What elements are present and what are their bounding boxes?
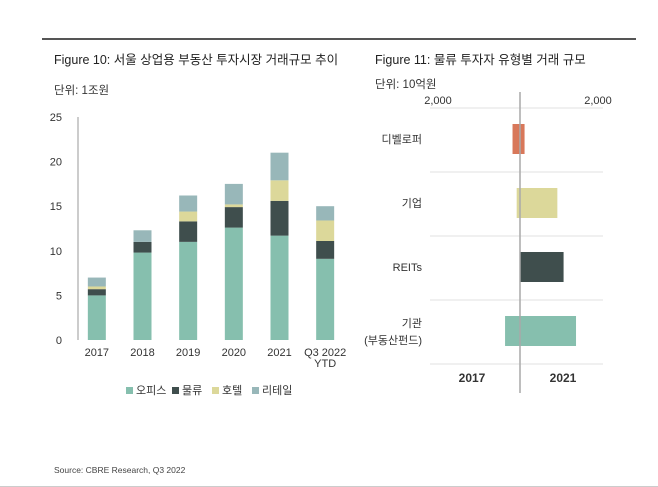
bar-segment <box>270 200 289 236</box>
legend-label: 오피스 <box>136 384 166 397</box>
bar-2021 <box>520 252 564 282</box>
bar-segment <box>224 227 243 340</box>
bar-segment <box>133 241 152 253</box>
bar-2021 <box>520 316 577 346</box>
bar-segment <box>179 241 198 340</box>
legend-label: 물류 <box>182 384 202 397</box>
bar-segment <box>316 206 335 221</box>
top-rule <box>42 38 636 40</box>
bar-segment <box>179 195 198 212</box>
column-label-2017: 2017 <box>459 371 486 385</box>
x-tick-label: YTD <box>314 358 336 370</box>
legend-swatch <box>212 387 219 394</box>
bar-segment <box>179 221 198 242</box>
bar-segment <box>270 152 289 181</box>
bar-2017 <box>512 124 520 154</box>
bar-segment <box>87 277 106 287</box>
y-tick-label: 10 <box>50 246 62 258</box>
right-chart-title: Figure 11: 물류 투자자 유형별 거래 규모 <box>375 53 586 67</box>
category-label: REITs <box>393 262 423 274</box>
category-label: 기업 <box>402 197 422 210</box>
x-tick-label: 2018 <box>130 347 154 359</box>
bar-segment <box>87 289 106 296</box>
column-label-2021: 2021 <box>550 371 577 385</box>
bar-segment <box>270 235 289 340</box>
stacked-bar-chart: 0 5 10 15 20 25 2017 2018 2019 2020 2021 Q3 2022YTD… <box>50 112 347 397</box>
category-label: 기관 <box>402 317 422 330</box>
bar-2017 <box>505 316 520 346</box>
left-chart-unit: 단위: 1조원 <box>54 85 110 97</box>
category-label: 디벨로퍼 <box>382 133 422 146</box>
source-note: Source: CBRE Research, Q3 2022 <box>54 465 186 475</box>
bar-2021 <box>520 124 525 154</box>
x-tick-label: 2,000 <box>584 95 612 107</box>
right-chart-unit: 단위: 10억원 <box>375 79 437 91</box>
legend-swatch <box>252 387 259 394</box>
bar-segment <box>133 230 152 242</box>
x-tick-label: 2017 <box>85 347 109 359</box>
left-chart-title: Figure 10: 서울 상업용 부동산 투자시장 거래규모 추이 <box>54 53 339 67</box>
x-tick-label: Q3 2022 <box>304 347 346 359</box>
y-tick-label: 20 <box>50 157 62 169</box>
x-tick-label: 2,000 <box>424 95 452 107</box>
x-tick-label: 2020 <box>222 347 246 359</box>
y-tick-label: 5 <box>56 290 62 302</box>
bar-segment <box>316 240 335 259</box>
bar-segment <box>224 207 243 228</box>
category-label: (부동산펀드) <box>364 334 422 347</box>
bar-segment <box>270 180 289 201</box>
bar-segment <box>316 258 335 340</box>
legend-swatch <box>126 387 133 394</box>
bar-segment <box>224 204 243 208</box>
bar-2021 <box>520 188 558 218</box>
y-tick-label: 0 <box>56 335 62 347</box>
bar-segment <box>87 286 106 290</box>
bar-segment <box>316 220 335 241</box>
x-tick-label: 2019 <box>176 347 200 359</box>
bar-segment <box>179 211 198 222</box>
y-tick-label: 25 <box>50 112 62 124</box>
bar-segment <box>133 252 152 340</box>
legend-swatch <box>172 387 179 394</box>
legend-label: 호텔 <box>222 384 242 397</box>
bar-segment <box>224 183 243 205</box>
bar-segment <box>87 295 106 340</box>
x-tick-label: 2021 <box>267 347 291 359</box>
bar-2017 <box>516 188 520 218</box>
legend-label: 리테일 <box>262 383 292 397</box>
y-tick-label: 15 <box>50 201 62 213</box>
